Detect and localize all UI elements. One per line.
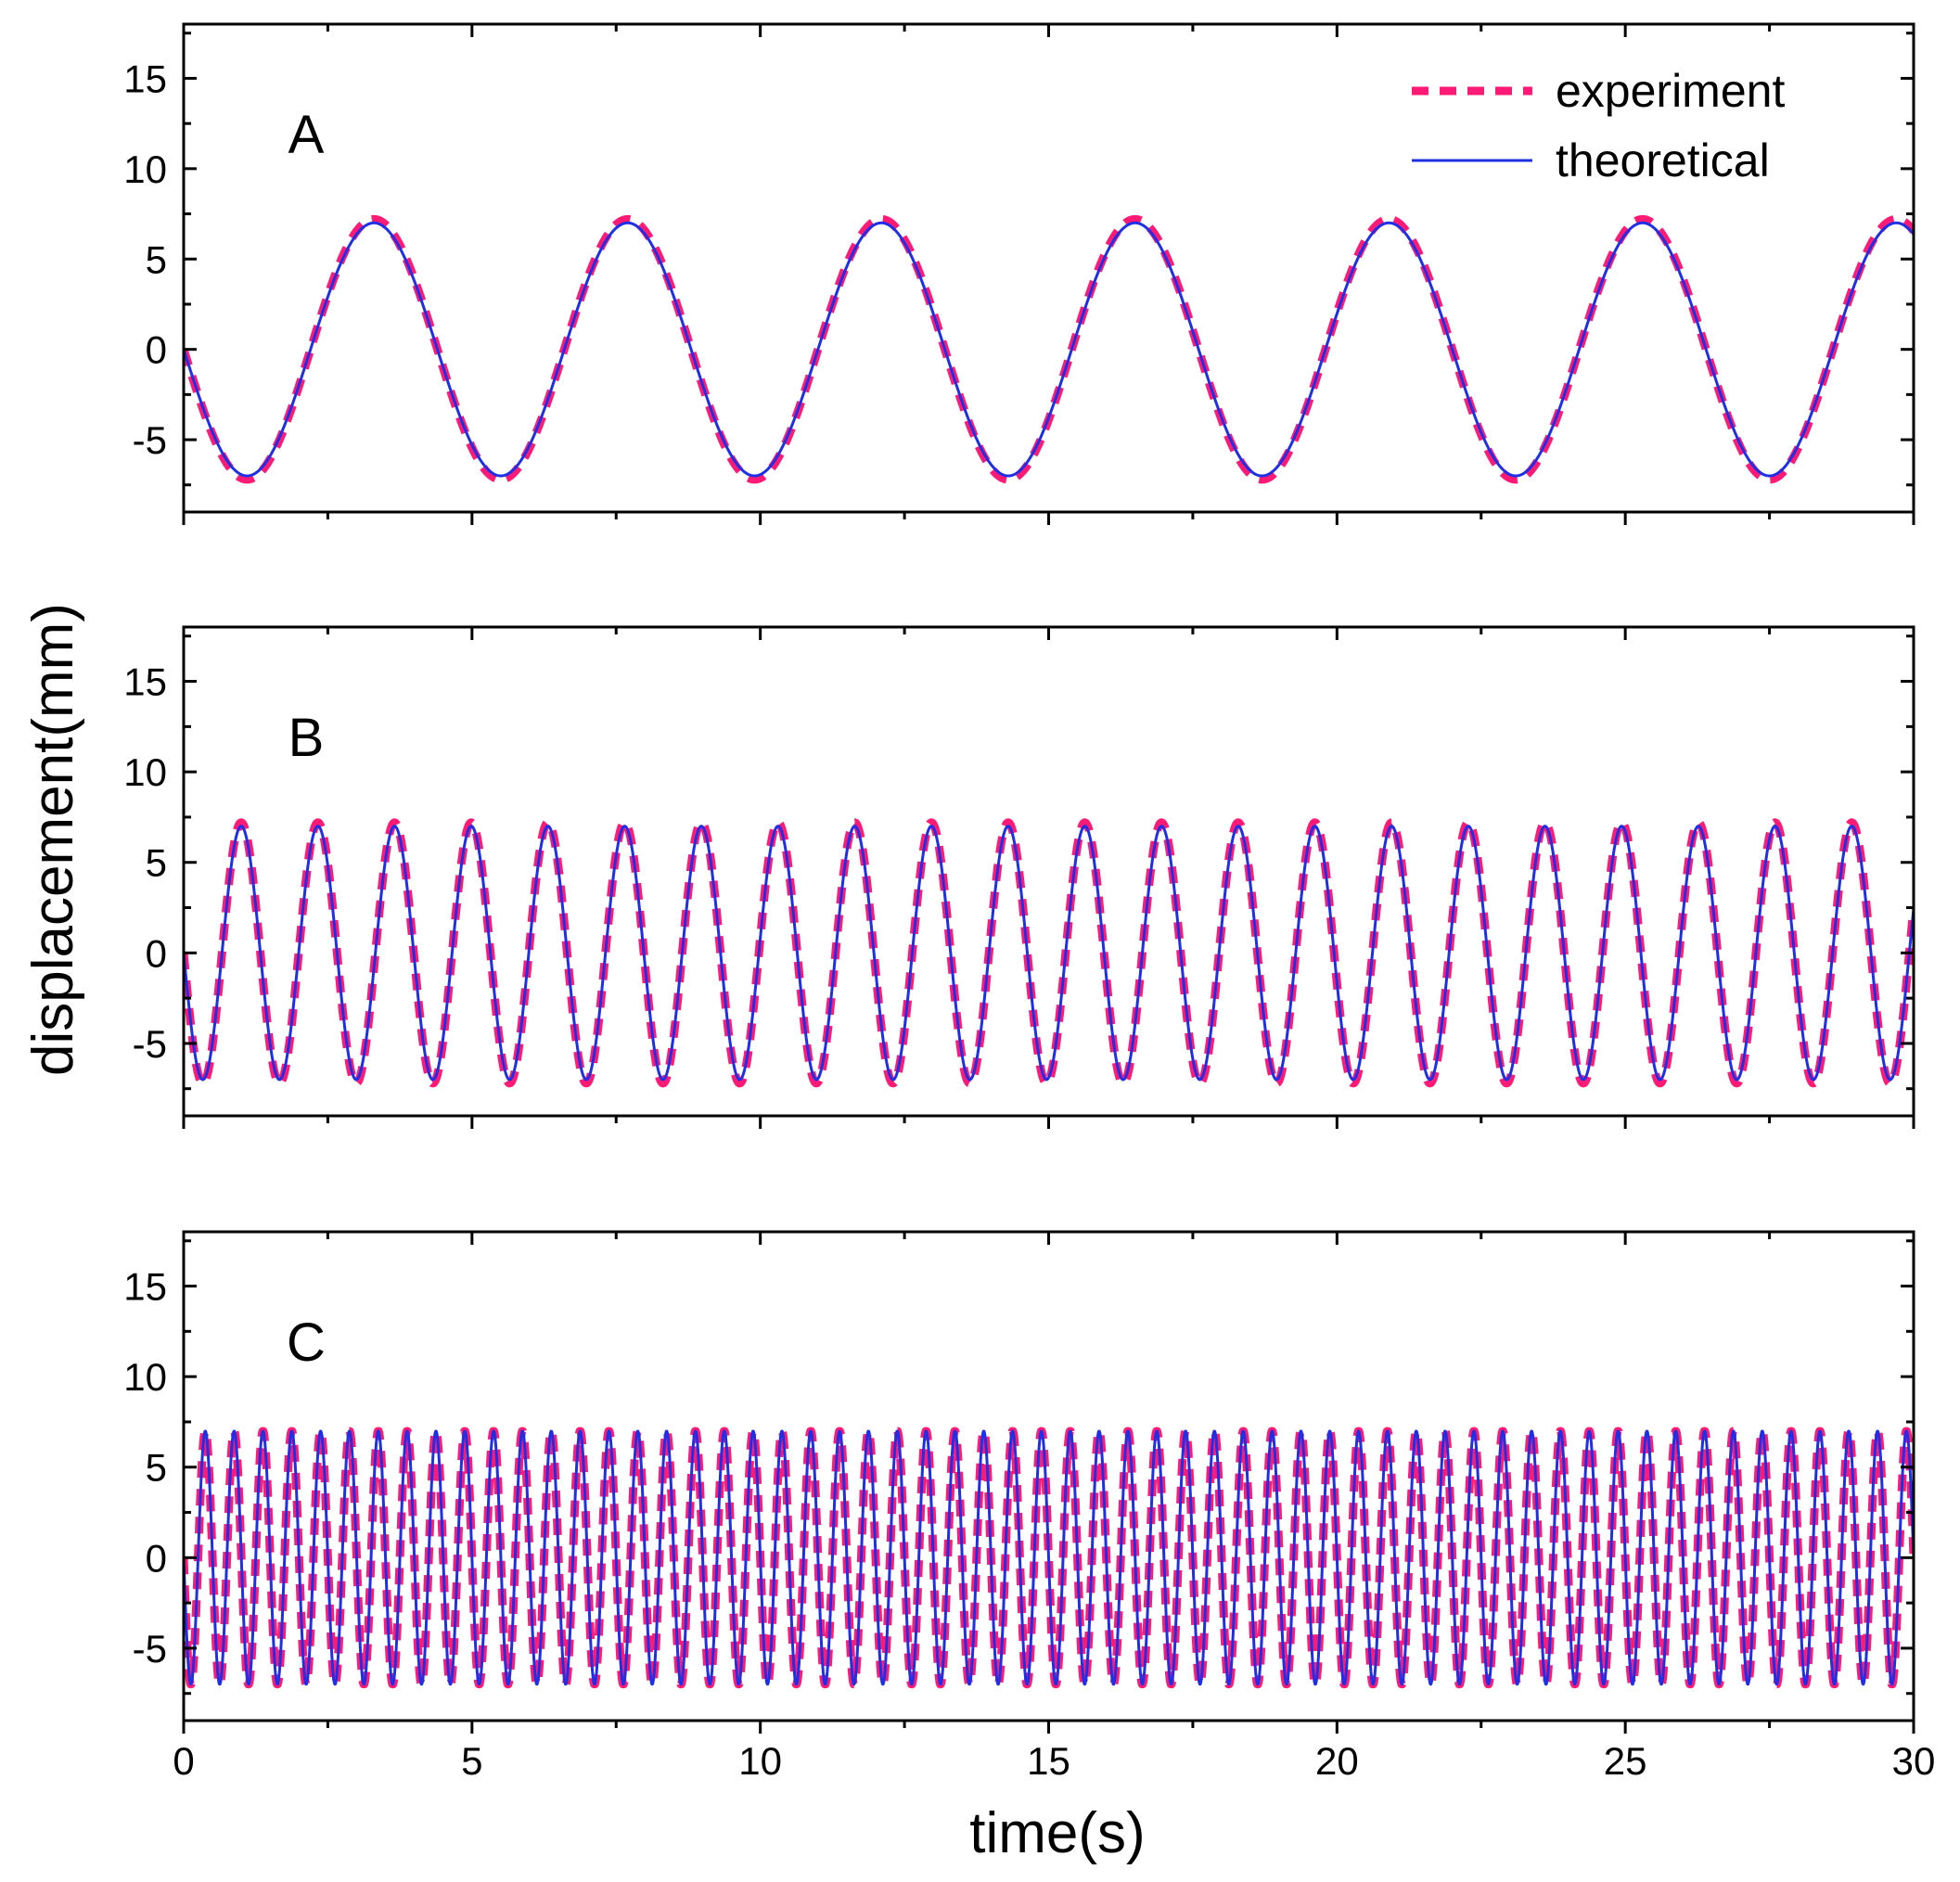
x-tick-label: 10 xyxy=(738,1739,782,1783)
y-tick-label: 0 xyxy=(146,1536,167,1580)
series-theoretical-line xyxy=(184,221,1914,478)
x-tick-label: 15 xyxy=(1027,1739,1070,1783)
y-tick-label: 10 xyxy=(123,750,167,794)
y-tick-label: 15 xyxy=(123,660,167,704)
y-tick-label: 5 xyxy=(146,1446,167,1490)
x-axis-title: time(s) xyxy=(969,1801,1145,1865)
y-tick-label: -5 xyxy=(133,1022,167,1066)
series-group xyxy=(184,214,1914,484)
y-tick-label: 10 xyxy=(123,1355,167,1399)
x-tick-label: 0 xyxy=(173,1739,194,1783)
y-tick-label: 10 xyxy=(123,147,167,191)
y-tick-label: 0 xyxy=(146,328,167,372)
series-theoretical-line xyxy=(184,825,1914,1082)
panel-label: C xyxy=(287,1312,326,1373)
y-tick-label: -5 xyxy=(133,1627,167,1671)
series-experiment-line xyxy=(184,214,1914,484)
y-tick-label: 15 xyxy=(123,1265,167,1309)
panel-c: -5 0 5 10 15 0 5 10 15 20 25 30 C xyxy=(123,1230,1936,1783)
legend-label-theoretical: theoretical xyxy=(1556,134,1770,186)
x-tick-label: 30 xyxy=(1892,1739,1936,1783)
panel-b: -5 0 5 10 15 B xyxy=(123,625,1915,1129)
series-theoretical-line xyxy=(184,1429,1914,1686)
legend: experiment theoretical xyxy=(1412,65,1785,186)
y-axis-title: displacement(mm) xyxy=(21,603,85,1076)
series-group xyxy=(184,1427,1914,1689)
y-tick-label: 5 xyxy=(146,237,167,281)
y-tick-label: 0 xyxy=(146,931,167,975)
x-tick-label: 20 xyxy=(1315,1739,1359,1783)
y-tick-label: 5 xyxy=(146,841,167,885)
panel-label: B xyxy=(288,708,325,768)
panel-label: A xyxy=(288,105,325,165)
x-tick-label: 5 xyxy=(461,1739,482,1783)
x-tick-label: 25 xyxy=(1604,1739,1647,1783)
y-tick-label: -5 xyxy=(133,418,167,462)
series-group xyxy=(184,818,1914,1088)
y-tick-label: 15 xyxy=(123,57,167,100)
panels: -5051015Aexperimenttheoretical-5051015B-… xyxy=(123,22,1936,1783)
legend-label-experiment: experiment xyxy=(1556,65,1785,117)
